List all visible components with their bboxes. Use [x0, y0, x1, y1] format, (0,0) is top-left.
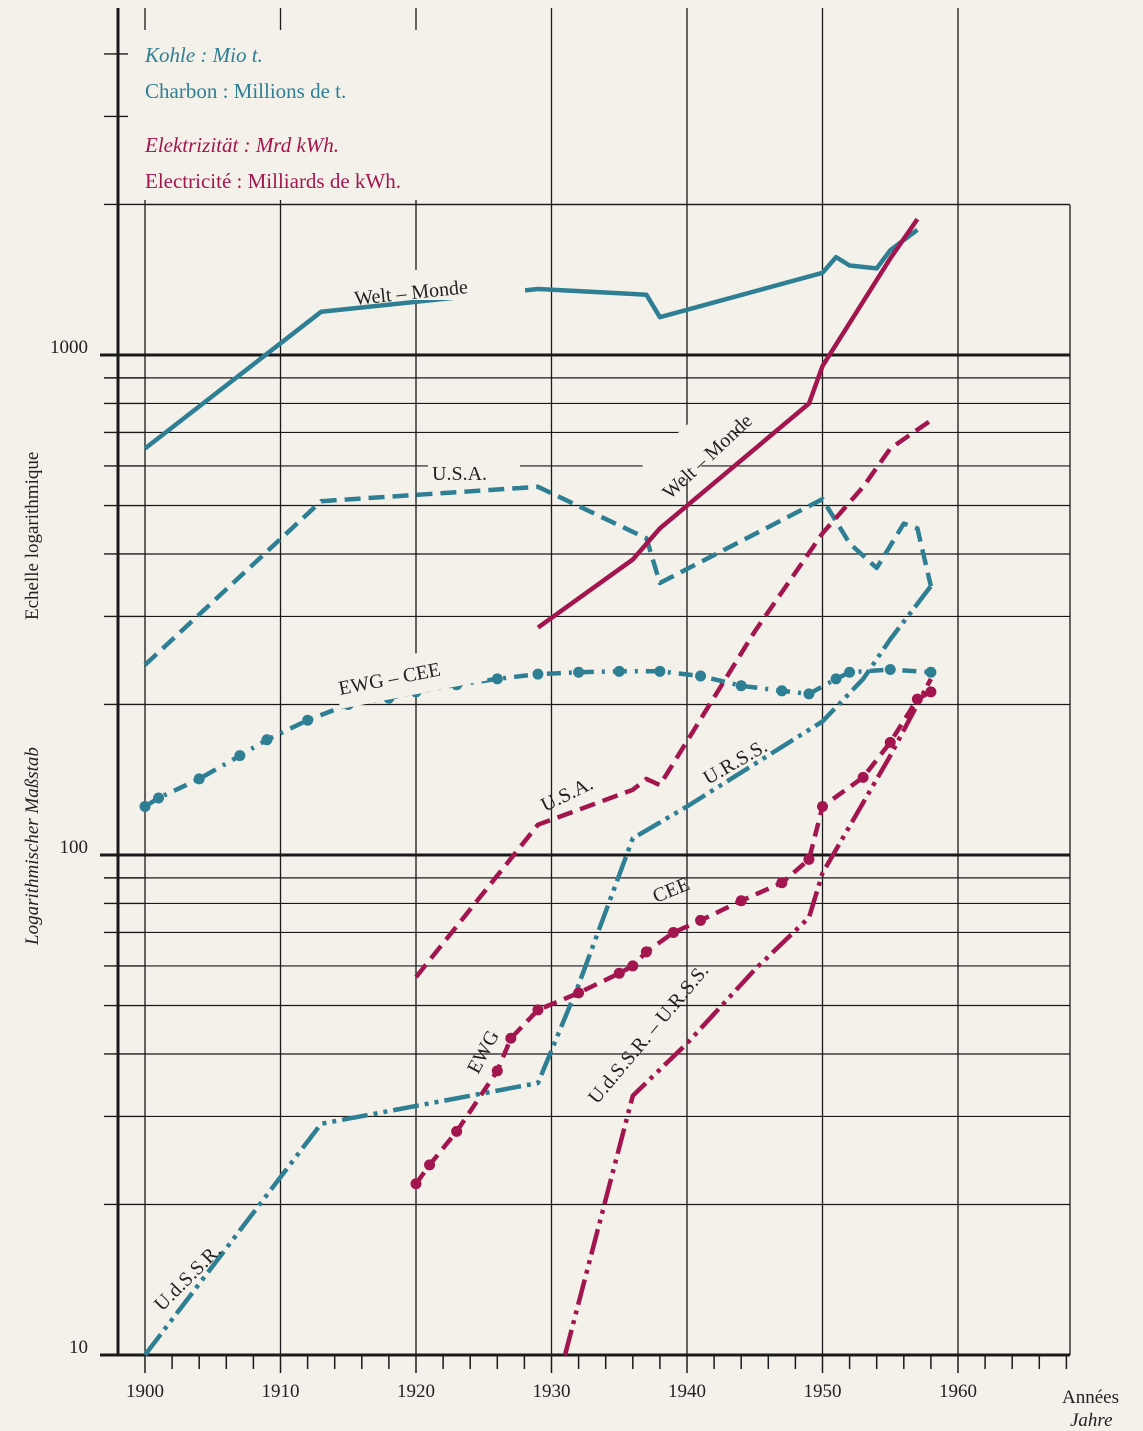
legend: Kohle : Mio t. Charbon : Millions de t. …: [128, 30, 518, 200]
series-point: [803, 688, 815, 700]
y-tick-label: 10: [69, 1337, 88, 1358]
y-tick-label: 1000: [50, 337, 88, 358]
x-tick-label: 1940: [668, 1381, 706, 1402]
series-point: [925, 666, 937, 678]
series-point: [667, 926, 679, 938]
series-point: [491, 1065, 503, 1077]
x-tick-label: 1900: [126, 1381, 164, 1402]
y-axis-title-fr: Echelle logarithmique: [22, 452, 43, 620]
series-point: [830, 673, 842, 685]
series-point: [613, 665, 625, 677]
series-point: [573, 987, 585, 999]
series-point: [491, 673, 503, 685]
grid: [144, 8, 1071, 1357]
x-tick-label: 1920: [397, 1381, 435, 1402]
series-point: [857, 771, 869, 783]
series-point: [573, 666, 585, 678]
series-line: [143, 484, 934, 667]
series-point: [654, 665, 666, 677]
series-point: [627, 960, 639, 972]
series-point: [695, 914, 707, 926]
series-point: [925, 686, 937, 698]
series-line: [143, 584, 933, 1357]
x-axis-title-de: Jahre: [1070, 1410, 1113, 1431]
series-labels: Welt – Monde U.S.A. EWG – CEE U.R.S.S. U…: [150, 270, 771, 1316]
series-point: [613, 967, 625, 979]
series-point: [451, 1125, 463, 1137]
series-point: [505, 1032, 517, 1044]
series-point: [153, 792, 165, 804]
x-tick-label: 1930: [533, 1381, 571, 1402]
series-point: [817, 801, 828, 813]
label-coal-ussr: U.d.S.S.R.: [150, 1240, 226, 1316]
series-point: [640, 946, 652, 958]
series-point: [695, 670, 707, 682]
series-point: [261, 734, 273, 746]
series-point: [884, 663, 896, 675]
series-point: [776, 877, 788, 889]
legend-coal-de: Kohle : Mio t.: [144, 43, 263, 67]
series-point: [844, 666, 856, 678]
series-line: [536, 217, 920, 630]
series-point: [735, 895, 747, 907]
series-point: [532, 1004, 544, 1016]
series-line: [414, 689, 932, 1186]
label-coal-urss: U.R.S.S.: [700, 735, 772, 789]
series-point: [193, 773, 205, 785]
series-line: [562, 677, 933, 1356]
series-point: [424, 1159, 436, 1171]
series-point: [234, 750, 246, 762]
legend-coal-fr: Charbon : Millions de t.: [145, 79, 346, 103]
series-point: [911, 693, 923, 705]
series-point: [139, 801, 151, 813]
axes: 1000 100 10 1900 1910 1920 1930 1940 1950 1960: [50, 8, 1070, 1402]
series-line: [143, 228, 919, 451]
x-tick-label: 1910: [262, 1381, 300, 1402]
series-line: [414, 418, 933, 979]
series-point: [803, 853, 815, 865]
y-axis-title-de: Logarithmischer Maßstab: [22, 747, 43, 946]
series-point: [302, 714, 314, 726]
series-point: [532, 668, 544, 680]
x-tick-label: 1960: [939, 1381, 977, 1402]
x-axis-title-fr: Années: [1062, 1387, 1119, 1408]
label-elec-usa: U.S.A.: [538, 773, 597, 817]
legend-elec-fr: Electricité : Milliards de kWh.: [145, 169, 401, 193]
series-point: [776, 685, 788, 697]
label-coal-usa: U.S.A.: [432, 463, 487, 485]
series-point: [410, 1178, 422, 1190]
x-tick-label: 1950: [804, 1381, 842, 1402]
series-point: [735, 680, 747, 692]
legend-elec-de: Elektrizität : Mrd kWh.: [144, 133, 339, 157]
series-lines: [139, 217, 937, 1357]
y-tick-label: 100: [60, 837, 89, 858]
series-point: [884, 736, 896, 748]
